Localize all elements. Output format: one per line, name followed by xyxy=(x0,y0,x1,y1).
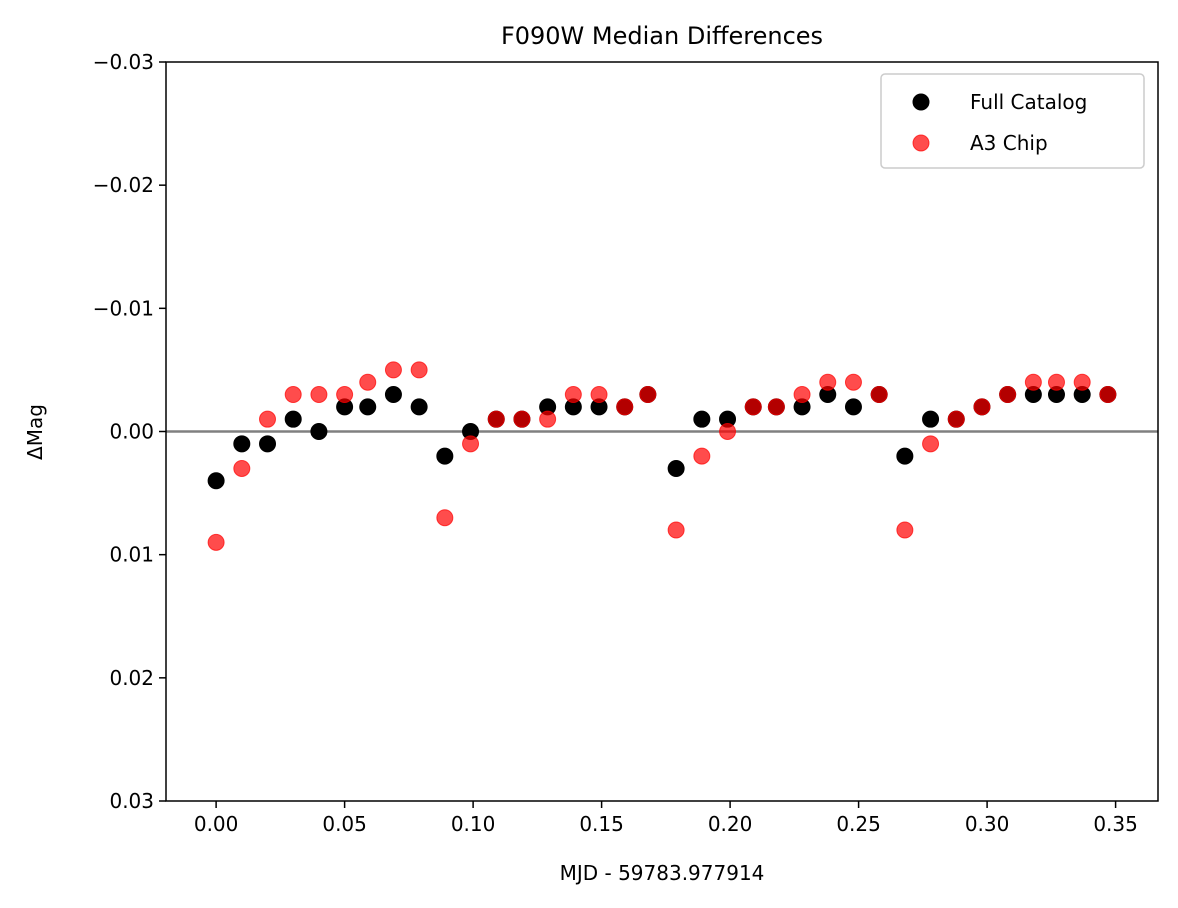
point-a3-chip xyxy=(310,386,328,404)
point-full-catalog xyxy=(667,459,685,477)
point-a3-chip xyxy=(1099,386,1117,404)
point-a3-chip xyxy=(719,423,737,440)
point-a3-chip xyxy=(207,533,225,551)
y-tick-label: 0.01 xyxy=(109,543,154,567)
legend-label-full-catalog: Full Catalog xyxy=(970,90,1087,114)
point-a3-chip xyxy=(639,386,657,404)
point-a3-chip xyxy=(896,521,914,539)
point-a3-chip xyxy=(693,447,711,465)
legend: Full Catalog A3 Chip xyxy=(880,73,1145,169)
x-axis-ticks: 0.00 0.05 0.10 0.15 0.20 0.25 0.30 0.35 xyxy=(194,801,1138,836)
y-axis-ticks: −0.03 −0.02 −0.01 0.00 0.01 0.02 0.03 xyxy=(93,50,166,813)
point-a3-chip xyxy=(410,361,428,379)
point-a3-chip xyxy=(1047,373,1065,391)
point-a3-chip xyxy=(1073,373,1091,391)
x-tick-label: 0.35 xyxy=(1093,812,1138,836)
x-tick-label: 0.30 xyxy=(965,812,1010,836)
y-axis-label: ΔMag xyxy=(23,404,47,460)
x-tick-label: 0.05 xyxy=(322,812,367,836)
data-points xyxy=(207,361,1117,551)
point-a3-chip xyxy=(667,521,685,539)
point-full-catalog xyxy=(207,472,225,490)
point-a3-chip xyxy=(359,373,377,391)
y-tick-label: 0.03 xyxy=(109,789,154,813)
point-full-catalog xyxy=(844,398,862,416)
point-a3-chip xyxy=(999,386,1017,404)
point-full-catalog xyxy=(310,423,328,440)
point-full-catalog xyxy=(436,447,454,465)
point-full-catalog xyxy=(233,435,251,453)
point-a3-chip xyxy=(539,410,557,428)
plot-frame xyxy=(165,61,1159,802)
y-tick-label: −0.01 xyxy=(93,296,154,320)
chart-title: F090W Median Differences xyxy=(501,22,823,50)
point-full-catalog xyxy=(896,447,914,465)
legend-marker-full-catalog xyxy=(912,93,930,111)
point-a3-chip xyxy=(922,435,940,453)
x-tick-label: 0.25 xyxy=(836,812,881,836)
point-full-catalog xyxy=(922,410,940,428)
legend-box xyxy=(880,73,1145,169)
point-a3-chip xyxy=(616,398,634,416)
point-a3-chip xyxy=(336,386,354,404)
y-tick-label: 0.00 xyxy=(109,420,154,444)
point-full-catalog xyxy=(693,410,711,428)
point-a3-chip xyxy=(233,459,251,477)
point-full-catalog xyxy=(410,398,428,416)
point-a3-chip xyxy=(590,386,608,404)
point-a3-chip xyxy=(462,435,480,453)
x-axis-label: MJD - 59783.977914 xyxy=(560,861,765,885)
legend-label-a3-chip: A3 Chip xyxy=(970,131,1048,155)
x-tick-label: 0.15 xyxy=(579,812,624,836)
point-a3-chip xyxy=(384,361,402,379)
point-a3-chip xyxy=(564,386,582,404)
y-tick-label: −0.03 xyxy=(93,50,154,74)
x-tick-label: 0.00 xyxy=(194,812,239,836)
point-a3-chip xyxy=(947,410,965,428)
point-a3-chip xyxy=(513,410,531,428)
point-a3-chip xyxy=(744,398,762,416)
y-tick-label: 0.02 xyxy=(109,666,154,690)
point-full-catalog xyxy=(259,435,277,453)
point-a3-chip xyxy=(819,373,837,391)
point-full-catalog xyxy=(284,410,302,428)
point-a3-chip xyxy=(436,509,454,527)
point-a3-chip xyxy=(767,398,785,416)
point-a3-chip xyxy=(284,386,302,404)
point-full-catalog xyxy=(359,398,377,416)
point-a3-chip xyxy=(844,373,862,391)
x-tick-label: 0.10 xyxy=(451,812,496,836)
x-tick-label: 0.20 xyxy=(708,812,753,836)
point-a3-chip xyxy=(793,386,811,404)
point-a3-chip xyxy=(1024,373,1042,391)
legend-marker-a3-chip xyxy=(912,134,930,152)
point-full-catalog xyxy=(384,386,402,404)
point-a3-chip xyxy=(487,410,505,428)
point-a3-chip xyxy=(259,410,277,428)
y-tick-label: −0.02 xyxy=(93,173,154,197)
point-a3-chip xyxy=(870,386,888,404)
point-a3-chip xyxy=(973,398,991,416)
